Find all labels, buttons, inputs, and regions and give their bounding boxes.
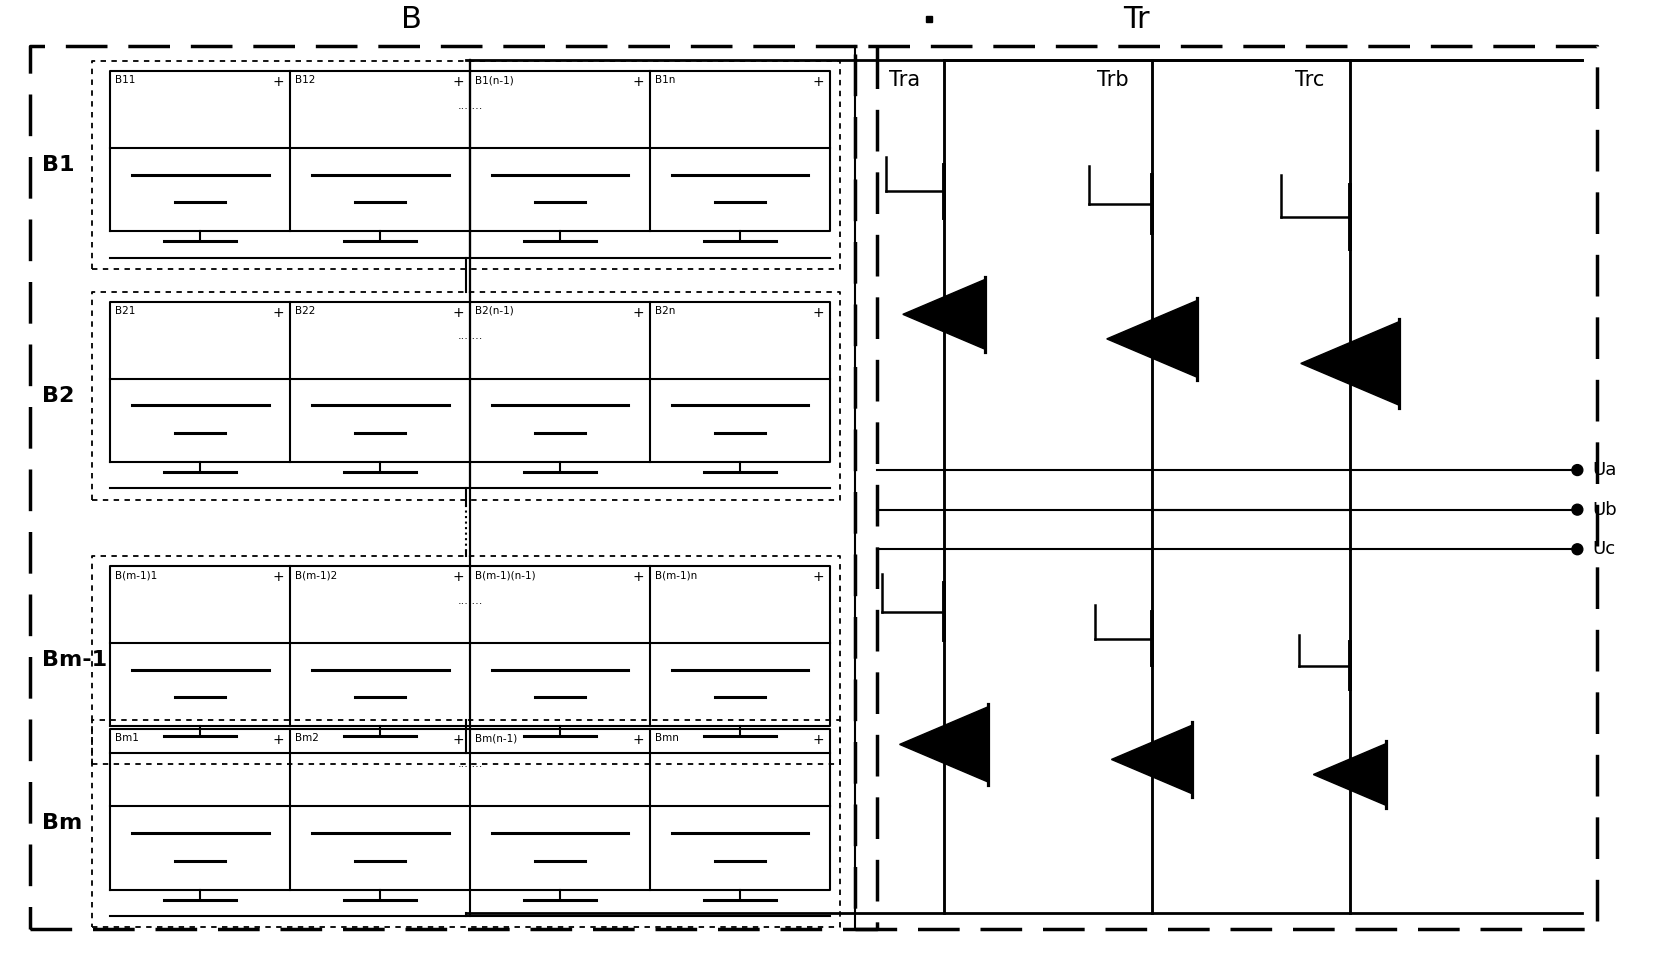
Text: Bm1: Bm1: [116, 733, 139, 744]
Text: +: +: [813, 75, 824, 89]
Polygon shape: [1299, 322, 1398, 405]
Text: B(m-1)2: B(m-1)2: [295, 570, 338, 580]
Text: +: +: [632, 570, 644, 584]
Text: B11: B11: [116, 75, 136, 85]
Text: +: +: [273, 733, 285, 747]
Polygon shape: [1111, 725, 1192, 794]
Text: Tr: Tr: [1122, 6, 1150, 35]
Text: +: +: [452, 570, 463, 584]
Text: +: +: [632, 306, 644, 320]
Text: Trc: Trc: [1294, 71, 1324, 90]
Text: +: +: [273, 306, 285, 320]
Polygon shape: [1312, 744, 1385, 806]
Text: .......: .......: [457, 759, 483, 769]
Text: .......: .......: [457, 596, 483, 605]
Polygon shape: [899, 707, 988, 782]
Text: B22: B22: [295, 306, 316, 316]
Text: +: +: [452, 75, 463, 89]
Circle shape: [1571, 543, 1582, 555]
Polygon shape: [902, 279, 985, 349]
Text: +: +: [632, 75, 644, 89]
Text: +: +: [273, 75, 285, 89]
Text: .......: .......: [457, 332, 483, 341]
Text: B1: B1: [41, 155, 74, 175]
Text: B(m-1)1: B(m-1)1: [116, 570, 157, 580]
Text: .......: .......: [457, 101, 483, 111]
Text: Tra: Tra: [889, 71, 920, 90]
Text: Bm-1: Bm-1: [41, 650, 108, 670]
Circle shape: [1571, 464, 1582, 476]
Text: B(m-1)n: B(m-1)n: [655, 570, 697, 580]
Text: +: +: [632, 733, 644, 747]
Text: Ua: Ua: [1590, 461, 1615, 479]
Text: Bm(n-1): Bm(n-1): [475, 733, 516, 744]
Text: +: +: [452, 306, 463, 320]
Text: Bmn: Bmn: [655, 733, 679, 744]
Text: B(m-1)(n-1): B(m-1)(n-1): [475, 570, 536, 580]
Text: +: +: [273, 570, 285, 584]
Text: +: +: [813, 733, 824, 747]
Polygon shape: [1106, 301, 1197, 377]
Text: +: +: [452, 733, 463, 747]
Text: Uc: Uc: [1590, 541, 1614, 558]
Text: B1n: B1n: [655, 75, 675, 85]
Text: B12: B12: [295, 75, 316, 85]
Text: Ub: Ub: [1590, 501, 1615, 518]
Text: B2(n-1): B2(n-1): [475, 306, 513, 316]
Text: Bm2: Bm2: [295, 733, 319, 744]
Text: Bm: Bm: [41, 813, 83, 834]
Text: B1(n-1): B1(n-1): [475, 75, 513, 85]
Text: B21: B21: [116, 306, 136, 316]
Circle shape: [1571, 504, 1582, 515]
Text: +: +: [813, 306, 824, 320]
Text: Trb: Trb: [1097, 71, 1129, 90]
Text: B2: B2: [41, 386, 74, 406]
Text: B: B: [401, 6, 420, 35]
Text: B2n: B2n: [655, 306, 675, 316]
Text: +: +: [813, 570, 824, 584]
